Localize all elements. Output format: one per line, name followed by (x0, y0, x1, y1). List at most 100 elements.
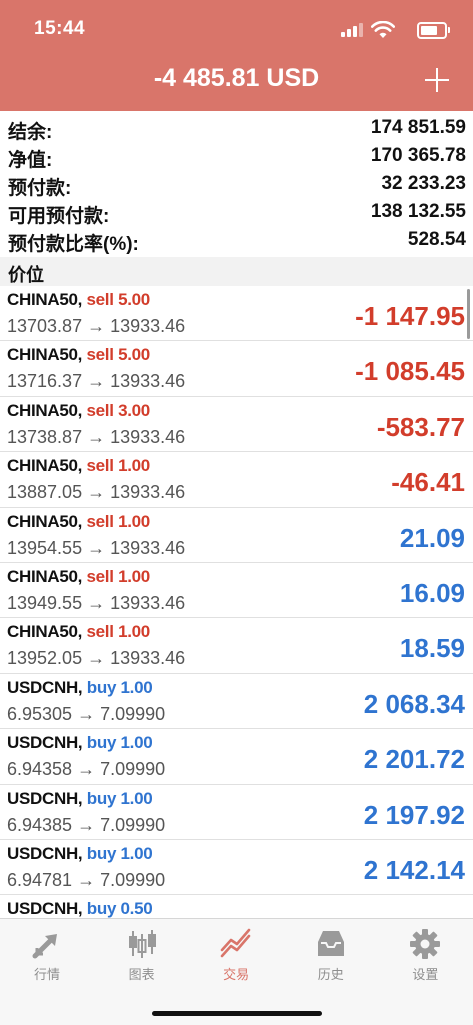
section-header-positions: 价位 (0, 257, 473, 286)
position-header: USDCNH, buy 0.50 (7, 899, 153, 918)
position-side-volume: buy 0.50 (86, 899, 153, 918)
section-title: 价位 (8, 265, 44, 285)
summary-value: 138 132.55 (370, 201, 466, 222)
positions-list[interactable]: CHINA50, sell 5.00 13703.87 → 13933.46 -1 … (0, 286, 473, 918)
position-row[interactable]: USDCNH, buy 1.00 6.94781 → 7.09990 2 142.1… (0, 840, 473, 896)
position-header: USDCNH, buy 1.00 (7, 843, 153, 864)
position-profit: 16.09 (399, 577, 465, 608)
position-symbol: USDCNH, (7, 843, 87, 863)
position-profit: 2 068.34 (363, 688, 465, 719)
position-symbol: CHINA50, (7, 345, 87, 365)
position-row[interactable]: USDCNH, buy 0.50 (0, 895, 473, 918)
status-time: 15:44 (34, 18, 86, 39)
position-row[interactable]: USDCNH, buy 1.00 6.94385 → 7.09990 2 197.9… (0, 785, 473, 840)
summary-label: 结余: (8, 122, 53, 143)
tab-chart[interactable]: 图表 (95, 919, 189, 989)
tab-settings[interactable]: 设置 (378, 919, 472, 989)
position-symbol: CHINA50, (7, 290, 87, 309)
position-prices: 13887.05 → 13933.46 (7, 482, 186, 503)
scroll-indicator[interactable] (467, 289, 470, 339)
tab-label: 交易 (223, 967, 250, 982)
position-side-volume: buy 1.00 (86, 733, 153, 753)
position-row[interactable]: CHINA50, sell 1.00 13954.55 → 13933.46 21.… (0, 508, 473, 563)
position-symbol: USDCNH, (7, 899, 87, 918)
summary-row: 预付款: 32 233.23 (0, 169, 473, 199)
position-side-volume: sell 1.00 (86, 566, 151, 586)
position-header: CHINA50, sell 3.00 (7, 401, 150, 421)
summary-value: 32 233.23 (381, 173, 466, 194)
tab-bar: 行情 图表 交易 历史 设置 (0, 918, 473, 1025)
position-profit: 2 201.72 (363, 744, 465, 775)
summary-label: 预付款: (8, 178, 72, 199)
position-symbol: CHINA50, (7, 622, 87, 642)
position-symbol: CHINA50, (7, 566, 87, 586)
position-side-volume: buy 1.00 (86, 788, 153, 808)
position-prices: 6.94385 → 7.09990 (7, 814, 166, 835)
position-header: CHINA50, sell 1.00 (7, 567, 150, 587)
account-summary: 结余: 174 851.59 净值: 170 365.78 预付款: 32 233.23 可… (0, 113, 473, 255)
home-indicator[interactable] (152, 1011, 322, 1016)
status-bar: 15:44 (0, 0, 473, 58)
summary-label: 预付款比率(%): (8, 234, 139, 255)
tab-label: 设置 (412, 967, 439, 982)
tab-label: 历史 (317, 967, 344, 982)
header-bar: 15:44 -4 485.81 USD (0, 0, 473, 111)
position-symbol: USDCNH, (7, 733, 87, 753)
position-profit: 18.59 (399, 633, 465, 664)
position-symbol: CHINA50, (7, 456, 87, 476)
position-row[interactable]: CHINA50, sell 5.00 13703.87 → 13933.46 -1 … (0, 286, 473, 342)
battery-icon (417, 22, 450, 39)
position-header: CHINA50, sell 5.00 (7, 290, 150, 310)
tab-quotes[interactable]: 行情 (0, 919, 94, 989)
position-row[interactable]: CHINA50, sell 5.00 13716.37 → 13933.46 -1 … (0, 341, 473, 397)
cellular-signal-icon (341, 23, 363, 37)
position-symbol: USDCNH, (7, 677, 87, 697)
position-row[interactable]: USDCNH, buy 1.00 6.95305 → 7.09990 2 068.3… (0, 674, 473, 730)
position-side-volume: buy 1.00 (86, 843, 153, 863)
position-prices: 13952.05 → 13933.46 (7, 648, 186, 669)
position-prices: 6.95305 → 7.09990 (7, 703, 166, 724)
position-prices: 6.94358 → 7.09990 (7, 759, 166, 780)
position-prices: 13703.87 → 13933.46 (7, 316, 186, 336)
tab-history[interactable]: 历史 (284, 919, 378, 989)
position-row[interactable]: CHINA50, sell 1.00 13887.05 → 13933.46 -46… (0, 452, 473, 508)
position-prices: 6.94781 → 7.09990 (7, 869, 166, 890)
position-header: USDCNH, buy 1.00 (7, 733, 153, 753)
summary-row: 净值: 170 365.78 (0, 141, 473, 171)
position-profit: -1 085.45 (355, 356, 465, 387)
status-icons (321, 21, 451, 41)
position-row[interactable]: USDCNH, buy 1.00 6.94358 → 7.09990 2 201.7… (0, 729, 473, 785)
position-profit: 2 142.14 (363, 854, 465, 885)
position-header: CHINA50, sell 1.00 (7, 512, 150, 532)
position-symbol: USDCNH, (7, 788, 87, 808)
summary-row: 可用预付款: 138 132.55 (0, 197, 473, 227)
summary-value: 528.54 (407, 229, 466, 250)
position-profit: -1 147.95 (355, 301, 465, 331)
position-row[interactable]: CHINA50, sell 3.00 13738.87 → 13933.46 -58… (0, 397, 473, 453)
position-row[interactable]: CHINA50, sell 1.00 13949.55 → 13933.46 16.… (0, 563, 473, 619)
page-title: -4 485.81 USD (153, 64, 320, 92)
position-profit: 2 197.92 (363, 799, 465, 830)
position-side-volume: sell 3.00 (86, 400, 151, 420)
position-prices: 13716.37 → 13933.46 (7, 371, 186, 392)
position-symbol: CHINA50, (7, 511, 87, 531)
tab-label: 图表 (128, 967, 155, 982)
position-header: USDCNH, buy 1.00 (7, 677, 153, 698)
summary-row: 结余: 174 851.59 (0, 113, 473, 143)
position-header: USDCNH, buy 1.00 (7, 788, 153, 809)
position-profit: -583.77 (376, 411, 465, 442)
position-header: CHINA50, sell 1.00 (7, 456, 150, 476)
position-prices: 13954.55 → 13933.46 (7, 537, 186, 558)
summary-value: 174 851.59 (370, 117, 466, 138)
position-header: CHINA50, sell 5.00 (7, 345, 150, 365)
position-side-volume: sell 1.00 (86, 511, 151, 531)
position-header: CHINA50, sell 1.00 (7, 622, 150, 642)
tab-trade[interactable]: 交易 (189, 919, 283, 989)
summary-label: 净值: (8, 150, 53, 171)
add-order-button[interactable] (423, 66, 451, 94)
summary-value: 170 365.78 (370, 145, 466, 166)
position-row[interactable]: CHINA50, sell 1.00 13952.05 → 13933.46 18.… (0, 618, 473, 674)
position-symbol: CHINA50, (7, 400, 87, 420)
position-side-volume: buy 1.00 (86, 677, 153, 697)
position-side-volume: sell 1.00 (86, 622, 151, 642)
